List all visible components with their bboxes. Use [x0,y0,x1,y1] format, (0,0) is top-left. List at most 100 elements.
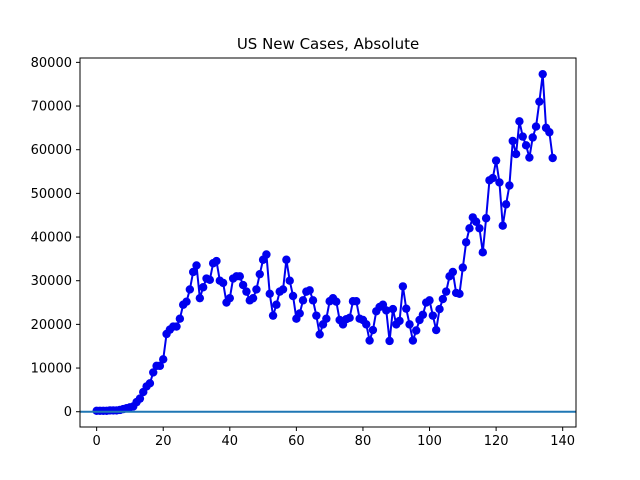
data-point [188,267,198,277]
x-tick-label: 140 [550,434,575,449]
x-tick-label: 100 [417,434,442,449]
data-point [195,293,205,303]
data-point [511,149,521,159]
data-point [135,394,145,403]
data-point [498,221,507,230]
data-point [455,289,464,299]
data-point [225,293,234,303]
data-point [441,287,451,296]
chart-title: US New Cases, Absolute [237,35,419,53]
data-point [435,304,444,314]
data-point [425,296,434,305]
data-point [282,255,291,264]
x-tick-label: 20 [155,434,172,449]
data-point [265,289,274,299]
data-point [298,296,308,305]
axes-frame [79,57,577,428]
data-point [481,214,491,223]
data-point [368,325,378,335]
data-point [308,296,318,305]
data-point [398,282,408,291]
data-point [388,304,398,314]
data-point [268,311,278,320]
data-point [242,287,251,296]
data-point [531,122,541,131]
data-point [418,310,428,319]
data-point [475,224,484,233]
plot-area: 0 20 40 60 80 100 120 140 0 10000 20000 30000 40000 5… [31,56,577,449]
data-point [322,314,331,323]
data-point [288,291,298,301]
data-point [182,297,191,306]
x-tick-label: 120 [484,434,509,449]
data-point [155,361,165,371]
data-point [262,250,271,259]
x-tick-label: 80 [355,434,372,449]
data-point [365,336,374,345]
y-tick-label: 0 [64,405,72,420]
data-point [218,278,228,288]
data-point [252,285,261,294]
data-point [448,267,458,277]
data-point [548,153,557,163]
data-point [192,261,201,270]
data-point [402,304,411,313]
y-tick-label: 40000 [31,231,72,246]
data-point [175,314,185,323]
data-point [491,156,501,165]
data-point [515,117,524,126]
data-point [345,313,354,323]
y-tick-label: 30000 [31,274,72,289]
data-point [315,330,324,339]
data-point [438,294,448,304]
data-point [295,309,304,318]
data-point [235,272,244,281]
data-point [198,283,208,292]
data-point [408,336,418,345]
x-tick-label: 0 [93,434,101,449]
y-tick-label: 20000 [31,318,72,333]
data-point [545,128,554,137]
data-point [312,311,321,320]
x-tick-label: 40 [222,434,239,449]
data-point [465,224,474,233]
data-point [272,300,281,309]
data-point [205,275,215,285]
data-point [362,320,371,329]
data-point [458,263,468,272]
data-point [478,248,487,257]
data-point [382,306,391,315]
data-point [172,322,181,331]
data-point [501,200,511,209]
data-point [278,285,288,294]
data-point [212,256,221,266]
data-point [405,320,414,329]
data-point [238,280,248,290]
data-point [149,368,158,377]
data-point [428,311,438,320]
data-point [412,326,421,335]
data-point [528,133,537,142]
data-point [508,136,517,146]
data-point [518,132,527,141]
data-point [185,285,195,294]
data-point [461,238,471,247]
data-point [305,286,314,295]
y-tick-label: 60000 [31,143,72,158]
data-point [395,316,404,326]
data-point [159,355,168,364]
y-tick-label: 80000 [31,56,72,71]
y-tick-label: 50000 [31,187,72,202]
data-point [535,97,544,106]
data-point [285,276,294,285]
data-point [352,297,361,306]
y-tick-label: 70000 [31,100,72,115]
x-tick-label: 60 [288,434,305,449]
data-point [538,69,547,79]
data-point [332,297,341,306]
data-point [471,217,481,226]
data-point [248,293,258,303]
data-point [521,141,531,150]
